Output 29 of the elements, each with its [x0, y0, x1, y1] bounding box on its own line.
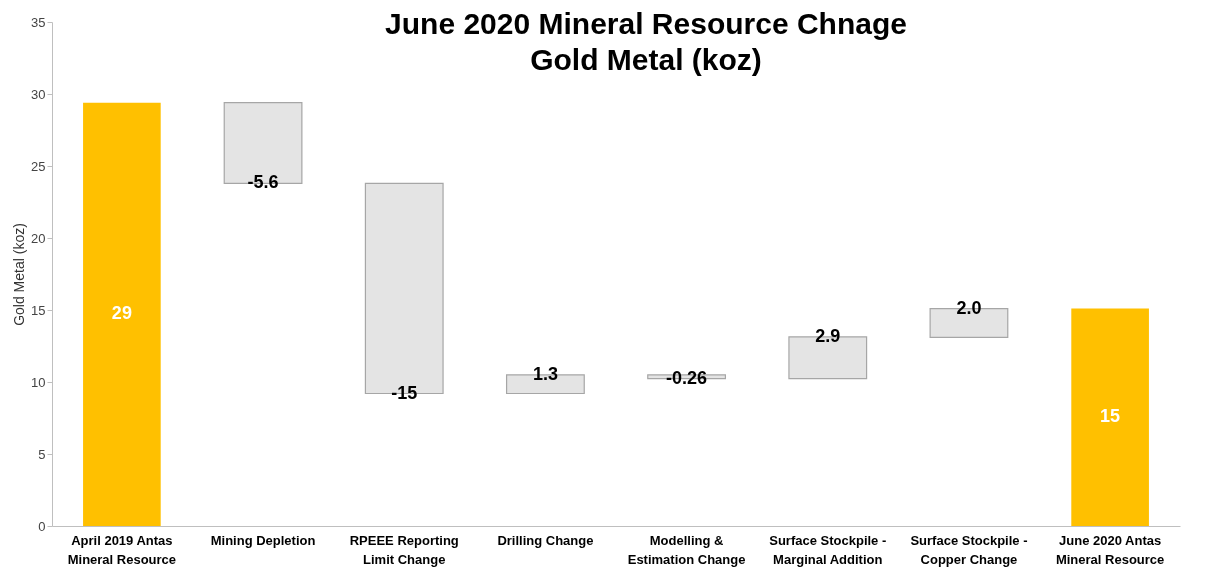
y-tick-label: 10: [31, 374, 46, 390]
y-tick-label: 35: [31, 14, 46, 30]
y-tick-label: 15: [31, 302, 46, 318]
data-label: 29: [111, 303, 132, 324]
y-tick-label: 30: [31, 86, 46, 102]
data-label: 15: [1100, 406, 1121, 427]
data-label: 2.9: [815, 325, 841, 346]
data-label: -5.6: [247, 172, 279, 193]
x-tick-label: Surface Stockpile - Copper Change: [910, 532, 1028, 567]
bar: [83, 102, 161, 526]
x-tick-label: April 2019 Antas Mineral Resource: [67, 532, 177, 567]
x-tick-label: June 2020 Antas Mineral Resource: [1055, 532, 1165, 567]
x-tick-label: RPEEE Reporting Limit Change: [349, 532, 459, 567]
data-label: -0.26: [666, 367, 708, 388]
data-label: 2.0: [956, 297, 982, 318]
y-tick-label: 0: [38, 518, 46, 534]
y-tick-label: 25: [31, 158, 46, 174]
y-axis-title: Gold Metal (koz): [11, 223, 28, 326]
x-tick-label: Modelling & Estimation Change: [627, 532, 746, 567]
x-tick-label: Surface Stockpile - Marginal Addition: [769, 532, 887, 567]
bar: [1071, 308, 1149, 526]
y-tick-label: 5: [38, 446, 46, 462]
text: Gold Metal (koz): [530, 43, 762, 76]
x-tick-label: Drilling Change: [497, 532, 594, 548]
chart-title: June 2020 Mineral Resource Chnage: [385, 7, 907, 40]
data-label: 1.3: [532, 363, 558, 384]
x-tick-label: Mining Depletion: [210, 532, 316, 548]
data-label: -15: [391, 382, 418, 403]
y-tick-label: 20: [31, 230, 46, 246]
